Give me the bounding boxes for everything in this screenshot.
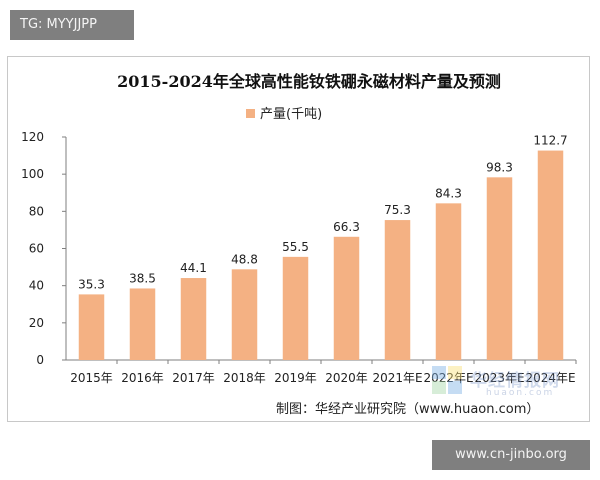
watermark-logo-icon <box>432 366 466 396</box>
x-tick-label: 2016年 <box>121 371 164 385</box>
x-tick-label: 2020年 <box>325 371 368 385</box>
data-label: 44.1 <box>180 261 207 275</box>
x-tick-label: 2018年 <box>223 371 266 385</box>
x-tick-label: 2023年E <box>474 371 524 385</box>
bar <box>333 236 360 360</box>
bar <box>180 278 207 360</box>
bar <box>435 203 462 360</box>
x-tick-label: 2017年 <box>172 371 215 385</box>
y-tick-label: 20 <box>29 316 44 330</box>
y-tick-label: 0 <box>36 353 44 367</box>
data-label: 48.8 <box>231 252 258 266</box>
bar <box>78 294 105 360</box>
bar <box>537 150 564 360</box>
legend-swatch <box>246 109 255 118</box>
chart-title: 2015-2024年全球高性能钕铁硼永磁材料产量及预测 <box>117 72 501 91</box>
y-tick-label: 40 <box>29 279 44 293</box>
x-tick-label: 2021年E <box>372 371 422 385</box>
data-label: 55.5 <box>282 240 309 254</box>
bar <box>384 220 411 360</box>
x-tick-label: 2022年E <box>423 371 473 385</box>
bar <box>231 269 258 360</box>
data-label: 98.3 <box>486 160 513 174</box>
data-label: 75.3 <box>384 203 411 217</box>
channel-tag: TG: MYYJJPP <box>10 10 134 40</box>
data-label: 84.3 <box>435 186 462 200</box>
y-tick-label: 80 <box>29 204 44 218</box>
bar <box>129 288 156 360</box>
legend-label: 产量(千吨) <box>260 107 322 122</box>
source-note: 制图：华经产业研究院（www.huaon.com） <box>276 402 539 417</box>
y-tick-label: 120 <box>21 130 44 144</box>
site-badge[interactable]: www.cn-jinbo.org <box>432 440 590 470</box>
bar <box>486 177 513 360</box>
y-tick-label: 100 <box>21 167 44 181</box>
watermark-subtext: huaon.com <box>486 388 555 398</box>
y-tick-label: 60 <box>29 242 44 256</box>
x-tick-label: 2024年E <box>525 371 575 385</box>
data-label: 112.7 <box>533 134 567 148</box>
data-label: 35.3 <box>78 277 105 291</box>
chart-frame: 2015-2024年全球高性能钕铁硼永磁材料产量及预测产量(千吨) 0 20 40 60… <box>7 56 590 422</box>
x-tick-label: 2019年 <box>274 371 317 385</box>
watermark-text: 华经情报网 <box>470 371 560 391</box>
bar <box>282 256 309 360</box>
x-tick-label: 2015年 <box>70 371 113 385</box>
data-label: 38.5 <box>129 271 156 285</box>
data-label: 66.3 <box>333 220 360 234</box>
